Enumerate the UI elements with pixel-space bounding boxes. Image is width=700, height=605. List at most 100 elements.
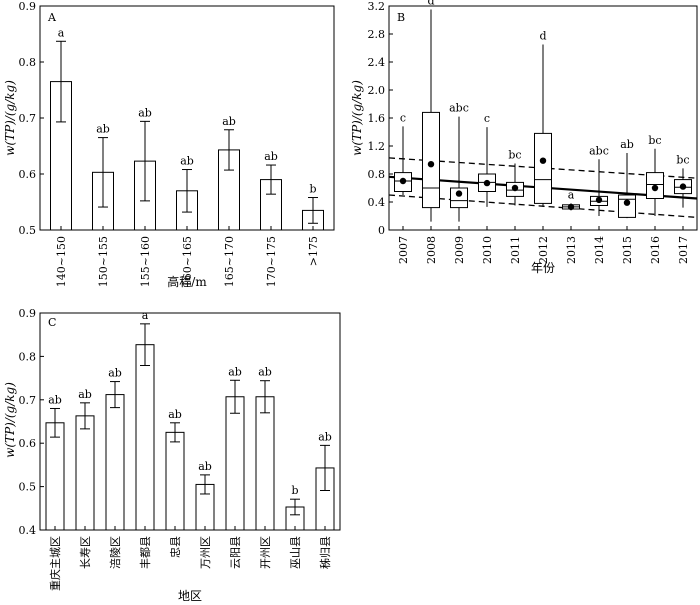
sig-label-c-3: a (142, 309, 149, 322)
xtick-label-c-4: 忠县 (169, 536, 182, 558)
panel-b-ytick-label-7: 2.8 (368, 28, 386, 41)
panel-c-xlabel: 地区 (178, 589, 202, 603)
panel-a-ytick-label-0: 0.5 (19, 224, 37, 237)
box-5 (534, 132, 552, 204)
xtick-label-b-1: 2008 (425, 236, 438, 264)
panel-c-ytick-label-2: 0.6 (19, 437, 37, 450)
sig-label-b-9: bc (648, 134, 661, 147)
xtick-label-b-2: 2009 (453, 236, 466, 264)
box-2 (450, 187, 468, 209)
xtick-label-b-10: 2017 (677, 236, 690, 264)
sig-label-a-0: a (58, 26, 65, 39)
sig-label-a-2: ab (138, 106, 152, 119)
xtick-label-c-2: 涪陵区 (108, 536, 122, 569)
sig-label-b-10: bc (676, 153, 689, 166)
panel-b-ytick-label-8: 3.2 (368, 0, 386, 13)
sig-label-c-0: ab (48, 393, 62, 406)
sig-label-a-4: ab (222, 115, 236, 128)
mean-point-6 (567, 203, 575, 211)
panel-a: A 高程/m w(TP)/(g/kg) 0.5 0.6 0.7 0.8 0.9 a 140… (3, 0, 335, 289)
xtick-label-b-6: 2013 (565, 236, 578, 264)
panel-c-ytick-label-4: 0.8 (19, 350, 37, 363)
xtick-label-b-5: 2012 (537, 236, 550, 264)
sig-label-b-2: abc (449, 102, 469, 115)
xtick-label-b-4: 2011 (509, 236, 522, 264)
xtick-label-c-7: 开州区 (259, 536, 272, 569)
panel-c: C 地区 w(TP)/(g/kg) 0.40.50.60.70.80.9 ab重… (3, 307, 341, 603)
panel-b-ytick-label-0: 0 (378, 224, 385, 237)
xtick-label-c-5: 万州区 (199, 536, 212, 569)
sig-label-c-5: ab (198, 460, 212, 473)
bar-c-6 (225, 396, 245, 531)
sig-label-c-4: ab (168, 408, 182, 421)
mean-point-2 (455, 190, 463, 197)
bar-c-0 (45, 422, 65, 531)
sig-label-b-6: a (568, 188, 575, 201)
sig-label-a-6: b (309, 183, 316, 196)
xtick-label-b-8: 2015 (621, 236, 634, 264)
sig-label-a-3: ab (180, 155, 194, 168)
sig-label-b-1: d (427, 0, 434, 8)
sig-label-b-7: abc (589, 144, 609, 157)
xtick-label-a-6: >175 (307, 236, 320, 266)
mean-point-4 (511, 184, 519, 192)
xtick-label-a-1: 150~155 (97, 236, 110, 287)
bar-c-1 (75, 415, 95, 531)
xtick-label-a-4: 165~170 (223, 236, 236, 287)
sig-label-b-0: c (400, 111, 406, 124)
panel-b-letter: B (397, 11, 405, 24)
sig-label-c-1: ab (78, 388, 92, 401)
panel-c-ytick-label-3: 0.7 (19, 394, 37, 407)
box-1 (422, 111, 440, 209)
panel-c-ylabel: w(TP)/(g/kg) (3, 382, 17, 458)
panel-c-frame (39, 312, 341, 531)
xtick-label-c-0: 重庆主城区 (48, 536, 62, 591)
mean-point-10 (679, 183, 687, 190)
xtick-label-b-3: 2010 (481, 236, 494, 264)
panel-a-ytick-label-2: 0.7 (19, 112, 37, 125)
panel-c-letter: C (48, 316, 56, 329)
panel-a-xlabel: 高程/m (167, 274, 207, 289)
mean-point-7 (595, 196, 603, 204)
mean-point-9 (651, 184, 659, 192)
panel-a-y-axis: 0.5 0.6 0.7 0.8 0.9 (19, 0, 44, 237)
sig-label-b-4: bc (508, 149, 521, 162)
panel-c-bars: ab 重庆主城区 ab 长寿区 ab 涪陵区 a 丰都县 ab 忠县 ab 万州区 ab 云阳县 ab 开州区… (45, 309, 335, 591)
xtick-label-a-5: 170~175 (265, 236, 278, 287)
panel-b: B 年份 w(TP)/(g/kg) 0 0.4 0.8 1.2 1.6 2.0 2.4 2.8… (350, 0, 698, 275)
panel-b-ytick-label-1: 0.4 (368, 196, 386, 209)
bar-c-7 (255, 396, 275, 531)
bar-c-2 (105, 394, 125, 531)
sig-label-a-5: ab (264, 150, 278, 163)
sig-label-a-1: ab (96, 123, 110, 136)
panel-a-ytick-label-4: 0.9 (19, 0, 37, 13)
xtick-label-c-9: 秭归县 (318, 536, 332, 569)
xtick-label-c-6: 云阳县 (229, 536, 242, 569)
panel-a-ytick-label-3: 0.8 (19, 56, 37, 69)
xtick-label-c-1: 长寿区 (78, 536, 92, 569)
panel-c-y-axis: 0.4 0.5 0.6 0.7 0.8 0.9 (19, 307, 44, 537)
sig-label-b-5: d (539, 30, 546, 43)
bar-c-4 (165, 431, 185, 531)
mean-point-5 (539, 157, 547, 164)
panel-b-xlabel: 年份 (531, 261, 555, 275)
sig-label-c-8: b (291, 484, 298, 497)
xtick-label-c-3: 丰都县 (139, 536, 152, 569)
panel-b-boxes: c 2007 d 2008 abc 2009 c 2010 bc 2011 d 2012 a 2013 ab… (394, 0, 692, 264)
panel-b-ytick-label-4: 1.6 (368, 112, 386, 125)
sig-label-c-2: ab (108, 367, 122, 380)
panel-a-ylabel: w(TP)/(g/kg) (3, 80, 17, 156)
xtick-label-a-0: 140~150 (55, 236, 68, 287)
panel-c-ytick-label-0: 0.4 (19, 524, 37, 537)
panel-b-y-axis: 0 0.4 0.8 1.2 1.6 2.0 2.4 2.8 3.2 (368, 0, 393, 237)
mean-point-0 (399, 177, 407, 185)
panel-b-ytick-label-2: 0.8 (368, 168, 386, 181)
xtick-label-b-7: 2014 (593, 236, 606, 264)
sig-label-b-8: ab (620, 138, 634, 151)
sig-label-c-9: ab (318, 430, 332, 443)
sig-label-c-7: ab (258, 366, 272, 379)
xtick-label-a-2: 155~160 (139, 236, 152, 287)
panel-b-ytick-label-6: 2.4 (368, 56, 386, 69)
sig-label-c-6: ab (228, 365, 242, 378)
